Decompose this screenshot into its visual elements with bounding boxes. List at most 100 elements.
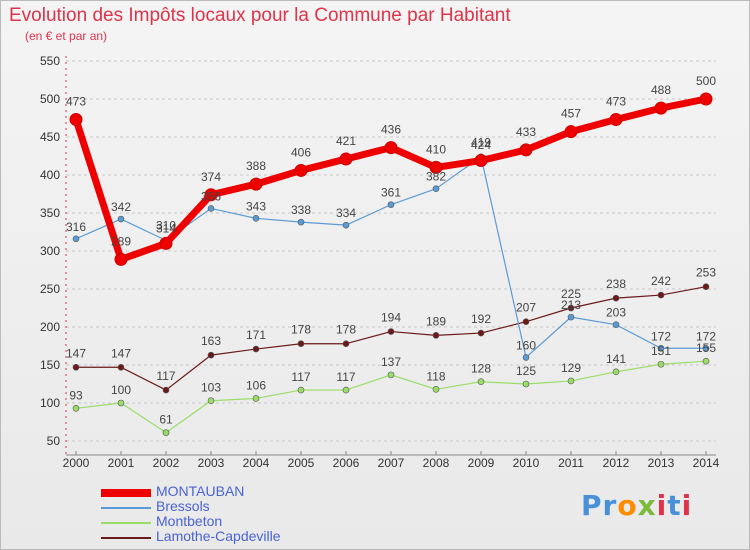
data-label: 189 <box>426 314 446 328</box>
x-tick-label: 2004 <box>243 456 270 470</box>
x-tick-label: 2006 <box>333 456 360 470</box>
data-label: 253 <box>696 266 716 280</box>
data-label: 388 <box>246 159 266 173</box>
y-tick-label: 100 <box>40 396 60 410</box>
data-point <box>384 141 398 155</box>
data-point <box>522 318 530 325</box>
data-label: 488 <box>651 83 671 97</box>
data-point <box>567 304 575 312</box>
data-point <box>162 429 170 436</box>
data-label: 419 <box>471 136 491 150</box>
y-tick-label: 150 <box>40 358 60 372</box>
data-label: 117 <box>156 369 175 383</box>
data-point <box>654 101 668 115</box>
legend-label: Bressols <box>156 498 210 514</box>
data-label: 178 <box>336 323 356 337</box>
data-label: 316 <box>66 220 86 234</box>
x-tick-label: 2010 <box>513 456 540 470</box>
data-point <box>249 177 263 191</box>
data-point <box>252 215 260 222</box>
data-label: 118 <box>426 369 445 383</box>
data-label: 361 <box>381 186 401 200</box>
data-label: 172 <box>696 329 716 343</box>
data-label: 334 <box>336 206 356 220</box>
data-label: 61 <box>159 413 173 427</box>
data-label: 213 <box>561 298 581 312</box>
data-label: 343 <box>246 199 266 213</box>
data-labels: 93 100 61 103 106 117 117 137 118 128 125 129 141 151… <box>66 74 716 427</box>
data-label: 172 <box>651 329 671 343</box>
data-label: 225 <box>561 287 581 301</box>
data-label: 310 <box>156 218 176 232</box>
data-label: 374 <box>201 170 221 184</box>
legend-label: Montbeton <box>156 513 223 529</box>
data-point <box>657 344 665 352</box>
grid-lines <box>66 60 716 442</box>
x-tick-label: 2000 <box>63 456 90 470</box>
data-point <box>612 368 620 376</box>
data-label: 141 <box>606 352 626 366</box>
y-tick-label: 400 <box>40 168 60 182</box>
data-point <box>477 378 485 386</box>
data-point <box>567 313 575 321</box>
data-point <box>657 291 665 299</box>
data-label: 103 <box>201 381 221 395</box>
data-point <box>162 386 170 394</box>
data-label: 424 <box>471 138 491 152</box>
x-tick-label: 2008 <box>423 456 450 470</box>
data-label: 178 <box>291 323 311 337</box>
data-label: 129 <box>561 361 581 375</box>
data-label: 314 <box>156 221 176 235</box>
data-label: 410 <box>426 142 446 156</box>
data-point <box>342 221 350 229</box>
x-tick-label: 2014 <box>693 456 720 470</box>
data-label: 155 <box>696 341 716 355</box>
data-point <box>567 377 575 385</box>
y-tick-label: 300 <box>40 244 60 258</box>
data-point <box>387 328 395 335</box>
data-label: 100 <box>111 383 131 397</box>
data-label: 194 <box>381 311 401 325</box>
data-point <box>432 185 440 192</box>
data-label: 436 <box>381 123 401 137</box>
data-label: 473 <box>606 95 626 109</box>
data-point <box>207 351 215 359</box>
data-point <box>609 113 623 127</box>
data-point <box>342 340 350 348</box>
data-point <box>612 294 620 302</box>
chart-title: Evolution des Impôts locaux pour la Comm… <box>9 5 511 26</box>
data-point <box>657 360 665 368</box>
data-point <box>72 405 80 412</box>
data-point <box>522 380 530 388</box>
data-point <box>204 188 218 202</box>
data-point <box>72 363 80 371</box>
data-point <box>432 332 440 339</box>
data-label: 117 <box>291 370 310 384</box>
data-label: 342 <box>111 200 131 214</box>
data-label: 93 <box>69 388 83 402</box>
data-label: 238 <box>606 277 626 291</box>
data-label: 160 <box>516 338 536 352</box>
data-point <box>522 354 530 361</box>
data-point <box>702 357 710 365</box>
data-label: 147 <box>66 346 86 360</box>
legend-swatch <box>101 522 151 524</box>
data-point <box>702 344 710 352</box>
data-point <box>339 152 353 166</box>
data-point <box>159 236 173 250</box>
data-point <box>294 163 308 177</box>
data-point <box>564 125 578 139</box>
data-point <box>519 143 533 157</box>
data-label: 106 <box>246 378 266 392</box>
legend-swatch <box>101 507 151 509</box>
x-tick-label: 2003 <box>198 456 225 470</box>
data-label: 338 <box>291 203 311 217</box>
y-tick-label: 450 <box>40 130 60 144</box>
data-label: 289 <box>111 234 131 248</box>
data-point <box>72 235 80 243</box>
data-point <box>432 386 440 393</box>
x-tick-label: 2005 <box>288 456 315 470</box>
data-point <box>474 154 488 168</box>
